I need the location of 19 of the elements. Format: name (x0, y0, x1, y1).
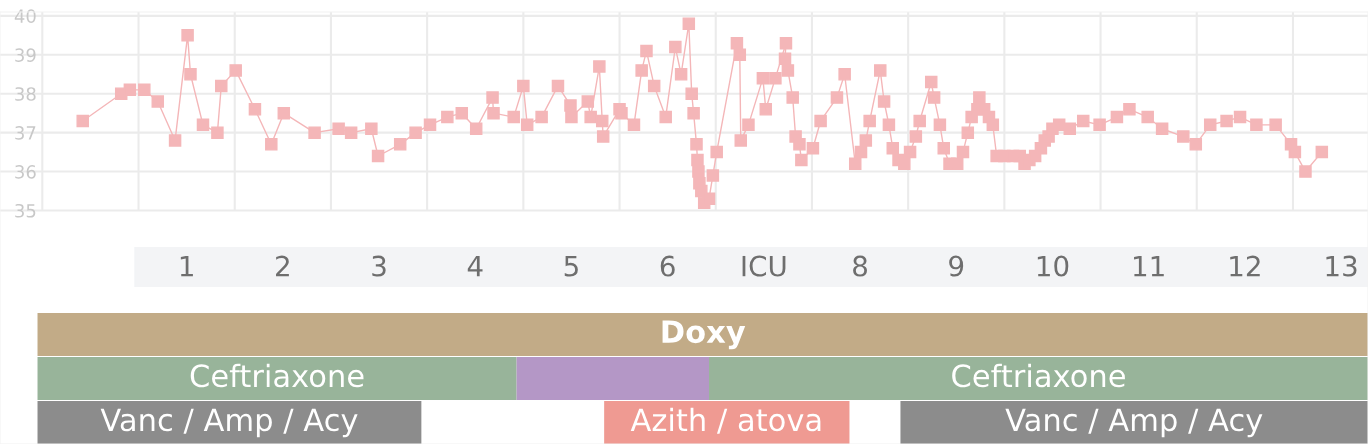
band-label: Doxy (662, 320, 746, 350)
band-label: Ceftriaxone (952, 363, 1125, 388)
x-tick-label: 9 (949, 255, 964, 277)
x-tick-label: 5 (564, 255, 578, 277)
x-tick-label: ICU (742, 255, 786, 277)
x-tick-label: 8 (853, 255, 867, 277)
x-tick-label: 3 (372, 255, 386, 277)
x-tick-label: 4 (467, 255, 483, 277)
x-tick-label: 11 (1134, 255, 1164, 277)
x-tick-label: 13 (1326, 255, 1357, 277)
band-label: Vanc / Amp / Acy (100, 408, 358, 438)
x-tick-label: 2 (276, 255, 289, 277)
x-tick-label: 10 (1037, 255, 1069, 277)
band-label: Vanc / Amp / Acy (1005, 408, 1263, 438)
x-tick-label: 1 (180, 255, 193, 277)
x-tick-label: 6 (660, 255, 675, 277)
band-label: Azith / atova (630, 407, 821, 434)
x-tick-label: 12 (1230, 255, 1260, 277)
band-label: Ceftriaxone (190, 363, 364, 388)
